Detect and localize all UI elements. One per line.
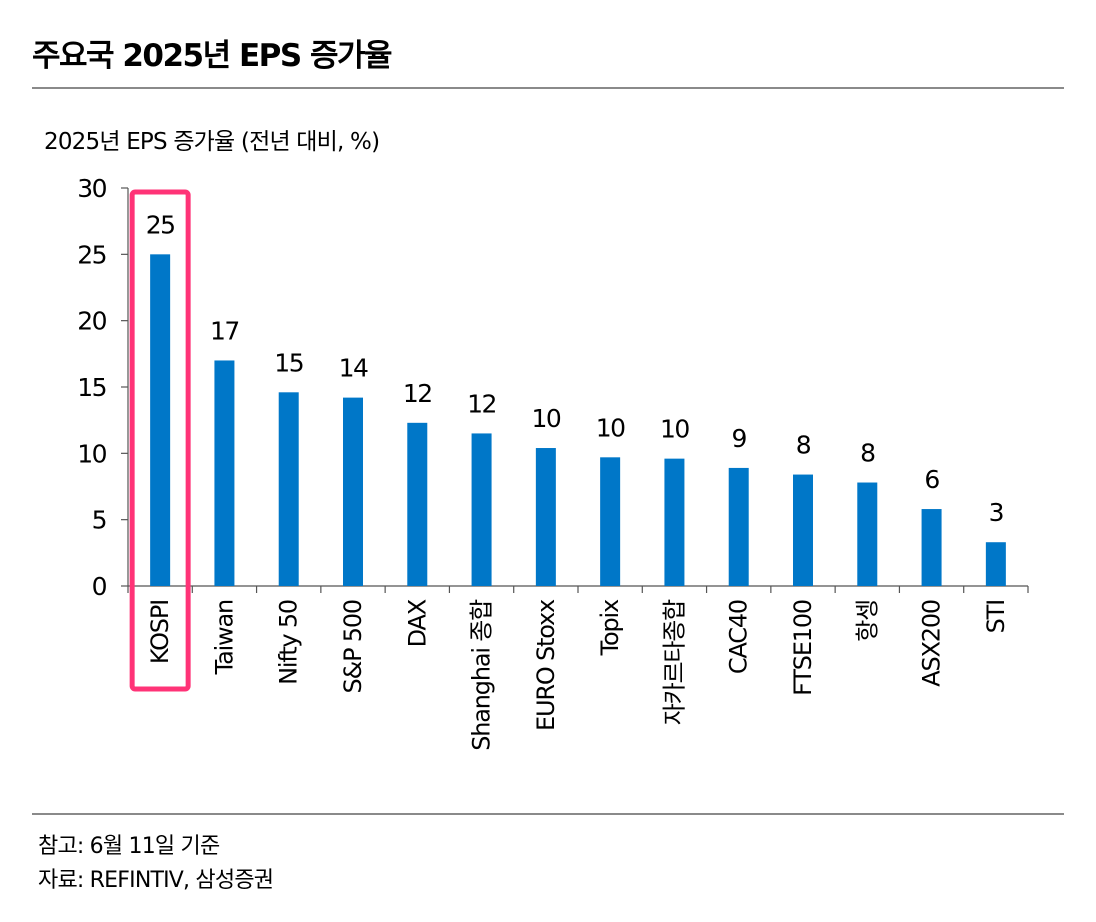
data-label: 10 <box>531 404 560 433</box>
category-label: 항셍 <box>853 600 881 642</box>
bar <box>664 458 685 586</box>
data-label: 10 <box>596 413 625 442</box>
bar <box>150 254 171 587</box>
data-label: 8 <box>796 431 811 460</box>
y-axis: 0 5 10 15 20 25 30 <box>77 174 129 601</box>
footer-divider <box>32 813 1064 815</box>
chart-title: 주요국 2025년 EPS 증가율 <box>32 38 393 74</box>
category-label: Taiwan <box>210 600 238 675</box>
bar <box>407 422 428 586</box>
data-label: 9 <box>732 424 747 453</box>
data-label: 8 <box>860 439 875 468</box>
bar <box>728 467 749 586</box>
category-label: EURO Stoxx <box>532 599 560 731</box>
data-labels: 25 17 15 14 12 12 10 10 10 9 8 8 6 3 <box>146 210 1005 527</box>
y-tick-label: 25 <box>77 240 106 269</box>
data-label: 14 <box>339 354 368 383</box>
category-label: S&P 500 <box>339 600 367 693</box>
category-label: CAC40 <box>725 600 753 674</box>
bar <box>214 360 235 586</box>
data-label: 6 <box>924 465 939 494</box>
bar <box>921 509 942 586</box>
category-label: STI <box>982 600 1010 633</box>
category-label: ASX200 <box>918 600 946 687</box>
y-tick-label: 20 <box>77 307 106 336</box>
data-label: 15 <box>274 348 303 377</box>
y-tick-label: 15 <box>77 373 106 402</box>
data-label: 17 <box>210 316 239 345</box>
y-tick-label: 10 <box>77 439 106 468</box>
data-label: 12 <box>467 389 496 418</box>
bar <box>535 448 556 586</box>
highlight-box <box>129 189 191 692</box>
source-note: 자료: REFINTIV, 삼성증권 <box>38 868 274 893</box>
data-label: 10 <box>660 415 689 444</box>
y-tick-label: 30 <box>77 174 106 203</box>
category-label: KOSPI <box>146 600 174 664</box>
category-label: FTSE100 <box>789 600 817 696</box>
bars <box>150 254 1006 587</box>
bar <box>278 392 299 586</box>
category-label: DAX <box>403 599 431 647</box>
bar <box>985 542 1006 586</box>
bar <box>343 397 363 586</box>
footnote: 참고: 6월 11일 기준 <box>38 834 220 859</box>
title-divider <box>32 87 1064 89</box>
category-label: 자카르타종합 <box>660 599 688 725</box>
x-axis <box>127 585 1029 593</box>
chart-subtitle: 2025년 EPS 증가율 (전년 대비, %) <box>44 129 380 155</box>
y-tick-label: 5 <box>92 506 106 535</box>
data-label: 3 <box>989 498 1003 527</box>
bar <box>600 457 621 586</box>
y-tick-label: 0 <box>92 572 107 601</box>
bar <box>793 474 813 586</box>
data-label: 25 <box>146 210 175 239</box>
bar <box>471 433 492 586</box>
category-label: Shanghai 종합 <box>468 599 496 751</box>
bar <box>857 482 878 586</box>
category-label: Topix <box>596 599 624 656</box>
category-label: Nifty 50 <box>275 600 303 685</box>
data-label: 12 <box>403 379 432 408</box>
category-labels: KOSPI Taiwan Nifty 50 S&P 500 DAX Shanghai 종합… <box>146 599 1010 751</box>
